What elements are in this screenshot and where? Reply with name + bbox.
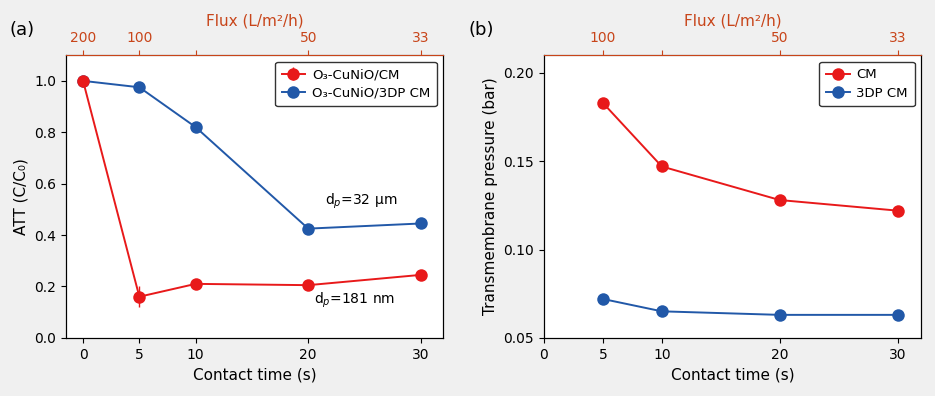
Line: 3DP CM: 3DP CM xyxy=(597,293,904,321)
CM xyxy=(597,101,609,105)
O₃-CuNiO/3DP CM xyxy=(78,78,89,83)
Text: d$_p$=181 nm: d$_p$=181 nm xyxy=(314,290,395,310)
O₃-CuNiO/3DP CM xyxy=(415,221,426,226)
CM xyxy=(656,164,668,169)
O₃-CuNiO/3DP CM xyxy=(190,125,201,129)
3DP CM xyxy=(656,309,668,314)
CM xyxy=(892,208,903,213)
Text: d$_p$=32 μm: d$_p$=32 μm xyxy=(325,191,397,211)
X-axis label: Contact time (s): Contact time (s) xyxy=(193,367,317,382)
Y-axis label: Transmembrane pressure (bar): Transmembrane pressure (bar) xyxy=(482,78,498,315)
Line: CM: CM xyxy=(597,97,904,217)
Line: O₃-CuNiO/3DP CM: O₃-CuNiO/3DP CM xyxy=(77,74,427,235)
X-axis label: Contact time (s): Contact time (s) xyxy=(670,367,795,382)
X-axis label: Flux (L/m²/h): Flux (L/m²/h) xyxy=(683,14,782,29)
3DP CM xyxy=(774,312,785,317)
Y-axis label: ATT (C/C₀): ATT (C/C₀) xyxy=(14,158,29,235)
X-axis label: Flux (L/m²/h): Flux (L/m²/h) xyxy=(206,14,304,29)
O₃-CuNiO/3DP CM xyxy=(134,85,145,89)
Legend: O₃-CuNiO/CM, O₃-CuNiO/3DP CM: O₃-CuNiO/CM, O₃-CuNiO/3DP CM xyxy=(275,62,437,106)
3DP CM xyxy=(597,297,609,301)
Legend: CM, 3DP CM: CM, 3DP CM xyxy=(819,62,914,106)
Text: (a): (a) xyxy=(9,21,35,39)
3DP CM xyxy=(892,312,903,317)
CM xyxy=(774,198,785,202)
O₃-CuNiO/3DP CM xyxy=(303,226,314,231)
Text: (b): (b) xyxy=(468,21,494,39)
